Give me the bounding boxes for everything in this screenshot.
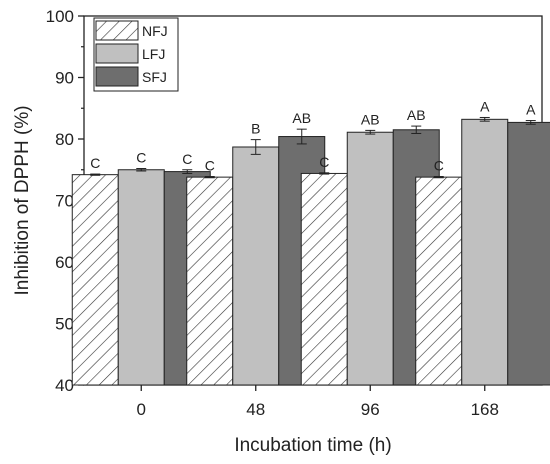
x-tick-label: 168 xyxy=(471,400,499,419)
significance-label: AB xyxy=(292,110,311,126)
legend-swatch-nfj xyxy=(95,20,139,41)
significance-label: C xyxy=(205,158,215,174)
y-tick-label: 60 xyxy=(55,253,74,272)
x-tick-label: 96 xyxy=(361,400,380,419)
y-tick-label: 40 xyxy=(55,376,74,395)
y-tick-label: 100 xyxy=(46,7,74,26)
legend-label: NFJ xyxy=(142,23,168,39)
y-tick-label: 70 xyxy=(55,192,74,211)
legend-swatch-sfj xyxy=(95,66,139,87)
bar-lfj xyxy=(232,146,280,386)
legend: NFJ LFJ SFJ xyxy=(93,17,179,92)
bar-nfj xyxy=(71,174,119,386)
significance-label: C xyxy=(182,151,192,167)
x-tick-label: 0 xyxy=(137,400,146,419)
bar-lfj xyxy=(117,169,165,386)
legend-swatch-lfj xyxy=(95,43,139,64)
significance-label: A xyxy=(526,102,536,118)
significance-label: C xyxy=(319,154,329,170)
significance-label: C xyxy=(90,155,100,171)
significance-label: A xyxy=(480,98,490,114)
significance-label: AB xyxy=(361,111,380,127)
x-axis-title: Incubation time (h) xyxy=(234,435,391,456)
x-tick-label: 48 xyxy=(246,400,265,419)
y-axis-title: Inhibition of DPPH (%) xyxy=(12,105,33,295)
bar-sfj xyxy=(507,121,550,386)
legend-label: LFJ xyxy=(142,46,165,62)
bar-lfj xyxy=(346,131,394,386)
significance-label: C xyxy=(136,150,146,166)
y-tick-label: 90 xyxy=(55,69,74,88)
legend-label: SFJ xyxy=(142,69,167,85)
significance-label: B xyxy=(251,121,260,137)
y-tick-label: 50 xyxy=(55,315,74,334)
bar-lfj xyxy=(461,118,509,386)
significance-label: C xyxy=(434,158,444,174)
bar-nfj xyxy=(300,172,348,386)
bar-nfj xyxy=(186,176,234,386)
y-tick-label: 80 xyxy=(55,130,74,149)
significance-label: AB xyxy=(407,107,426,123)
bar-nfj xyxy=(415,176,463,386)
